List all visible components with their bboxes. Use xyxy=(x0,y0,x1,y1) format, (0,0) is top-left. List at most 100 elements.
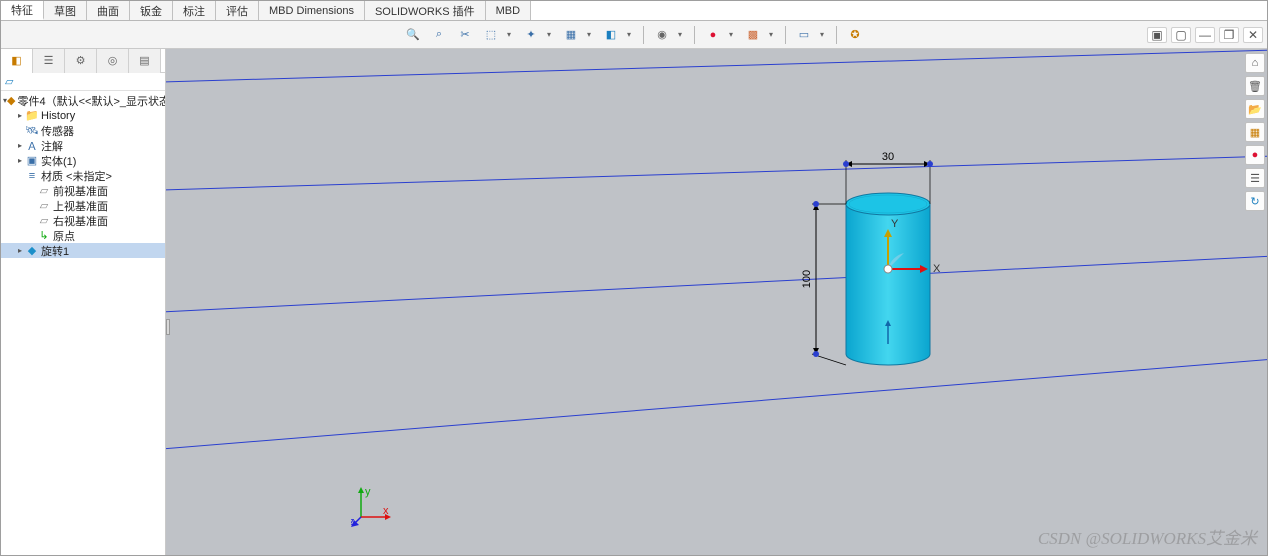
folder-icon: 📁 xyxy=(25,109,39,123)
svg-text:30: 30 xyxy=(882,151,894,163)
eye-icon[interactable]: ◉ xyxy=(652,25,672,45)
maximize-icon[interactable]: ❐ xyxy=(1219,27,1239,43)
appearance-icon[interactable]: ● xyxy=(703,25,723,45)
display-pane-icon[interactable]: ▭ xyxy=(794,25,814,45)
refresh-icon[interactable]: ↻ xyxy=(1245,191,1265,211)
feat-icon: ◆ xyxy=(25,244,39,258)
tree-node-8[interactable]: ↳原点 xyxy=(1,228,165,243)
app-window: 特征草图曲面钣金标注评估MBD DimensionsSOLIDWORKS 插件M… xyxy=(0,0,1268,556)
tree-node-3[interactable]: ▸▣实体(1) xyxy=(1,153,165,168)
maximize-sub-icon[interactable]: ▢ xyxy=(1171,27,1191,43)
tree-root[interactable]: ▾ ◆ 零件4（默认<<默认>_显示状态 1>） xyxy=(1,93,165,108)
tree-node-label: 实体(1) xyxy=(41,153,76,169)
minimize-icon[interactable]: — xyxy=(1195,27,1215,43)
tree-node-label: 旋转1 xyxy=(41,243,69,259)
scene-icon[interactable]: ▩ xyxy=(743,25,763,45)
task-pane-bar: ⌂ 🗑 📂 ▦ ● ☰ ↻ xyxy=(1243,49,1267,211)
annot-icon: Ａ xyxy=(25,139,39,153)
ribbon-tab-7[interactable]: SOLIDWORKS 插件 xyxy=(365,1,486,20)
plane-icon: ▱ xyxy=(37,214,51,228)
ribbon-tabbar: 特征草图曲面钣金标注评估MBD DimensionsSOLIDWORKS 插件M… xyxy=(1,1,1267,21)
appearance-icon-dropdown[interactable]: ▾ xyxy=(729,30,737,39)
list-icon[interactable]: ☰ xyxy=(1245,168,1265,188)
tree-node-9[interactable]: ▸◆旋转1 xyxy=(1,243,165,258)
svg-text:100: 100 xyxy=(801,270,813,288)
solid-icon: ▣ xyxy=(25,154,39,168)
display-style-icon[interactable]: ✦ xyxy=(521,25,541,45)
feature-manager-tabs: ◧☰⚙◎▤ xyxy=(1,49,165,73)
tree-node-label: 右视基准面 xyxy=(53,213,108,229)
display-style-icon-dropdown[interactable]: ▾ xyxy=(547,30,555,39)
render-tools-icon[interactable]: ✪ xyxy=(845,25,865,45)
view-orient-icon-dropdown[interactable]: ▾ xyxy=(507,30,515,39)
ribbon-tab-8[interactable]: MBD xyxy=(486,1,531,20)
svg-text:y: y xyxy=(365,487,371,498)
main-body: ◧☰⚙◎▤ ▱ ▾ ◆ 零件4（默认<<默认>_显示状态 1>） ▸📁Histo… xyxy=(1,49,1267,555)
ribbon-tab-1[interactable]: 草图 xyxy=(44,1,87,20)
section-icon[interactable]: ✂ xyxy=(455,25,475,45)
tree-node-5[interactable]: ▱前视基准面 xyxy=(1,183,165,198)
watermark: CSDN @SOLIDWORKS艾金米 xyxy=(1038,524,1257,549)
zoom-fit-icon[interactable]: 🔍 xyxy=(403,25,423,45)
tree-node-2[interactable]: ▸Ａ注解 xyxy=(1,138,165,153)
tree-node-label: 注解 xyxy=(41,138,63,154)
expander-icon[interactable]: ▸ xyxy=(15,156,25,165)
display-pane-icon-dropdown[interactable]: ▾ xyxy=(820,30,828,39)
viewport-svg: 30 100 X Y xyxy=(166,49,1267,555)
scene-icon-dropdown[interactable]: ▾ xyxy=(769,30,777,39)
svg-text:Y: Y xyxy=(891,218,899,230)
feature-mgr-icon[interactable]: ◧ xyxy=(1,49,33,73)
view-toolbar: 🔍 ⌕ ✂ ⬚ ▾ ✦ ▾ ▦ ▾ ◧ ▾ ◉ ▾ ● ▾ ▩ ▾ ▭ ▾ ✪ ▣▢—❐✕ xyxy=(1,21,1267,49)
ribbon-tab-2[interactable]: 曲面 xyxy=(87,1,130,20)
view-triad: y x z xyxy=(351,487,391,530)
home-icon[interactable]: ⌂ xyxy=(1245,53,1265,73)
tree-node-7[interactable]: ▱右视基准面 xyxy=(1,213,165,228)
tree-node-6[interactable]: ▱上视基准面 xyxy=(1,198,165,213)
close-icon[interactable]: ✕ xyxy=(1243,27,1263,43)
view-toolbar-center: 🔍 ⌕ ✂ ⬚ ▾ ✦ ▾ ▦ ▾ ◧ ▾ ◉ ▾ ● ▾ ▩ ▾ ▭ ▾ ✪ xyxy=(403,25,865,45)
zoom-area-icon[interactable]: ⌕ xyxy=(429,25,449,45)
restore-down-icon[interactable]: ▣ xyxy=(1147,27,1167,43)
config-mgr-icon[interactable]: ⚙ xyxy=(65,49,97,73)
ribbon-tab-4[interactable]: 标注 xyxy=(173,1,216,20)
tree-node-label: 材质 <未指定> xyxy=(41,168,112,184)
hide-show-icon-dropdown[interactable]: ▾ xyxy=(587,30,595,39)
svg-text:X: X xyxy=(933,263,941,275)
origin-icon: ↳ xyxy=(37,229,51,243)
ribbon-tab-0[interactable]: 特征 xyxy=(1,1,44,20)
open-icon[interactable]: 📂 xyxy=(1245,99,1265,119)
svg-text:z: z xyxy=(351,516,355,527)
display-mgr-icon[interactable]: ▤ xyxy=(129,49,161,73)
dimx-mgr-icon[interactable]: ◎ xyxy=(97,49,129,73)
feature-manager-pane: ◧☰⚙◎▤ ▱ ▾ ◆ 零件4（默认<<默认>_显示状态 1>） ▸📁Histo… xyxy=(1,49,166,555)
eye-icon-dropdown[interactable]: ▾ xyxy=(678,30,686,39)
ribbon-tab-6[interactable]: MBD Dimensions xyxy=(259,1,365,20)
trash-icon[interactable]: 🗑 xyxy=(1245,76,1265,96)
expander-icon[interactable]: ▸ xyxy=(15,246,25,255)
tree-node-label: 前视基准面 xyxy=(53,183,108,199)
property-mgr-icon[interactable]: ☰ xyxy=(33,49,65,73)
tree-node-1[interactable]: 🛰传感器 xyxy=(1,123,165,138)
expander-icon[interactable]: ▸ xyxy=(15,111,25,120)
ribbon-tab-3[interactable]: 钣金 xyxy=(130,1,173,20)
part-icon: ◆ xyxy=(7,94,15,108)
tree-node-4[interactable]: ≡材质 <未指定> xyxy=(1,168,165,183)
plane-icon: ▱ xyxy=(37,184,51,198)
tree-root-label: 零件4（默认<<默认>_显示状态 1>） xyxy=(17,93,165,109)
appearance2-icon[interactable]: ● xyxy=(1245,145,1265,165)
render-icon-dropdown[interactable]: ▾ xyxy=(627,30,635,39)
tree-node-label: 原点 xyxy=(53,228,75,244)
ribbon-tab-5[interactable]: 评估 xyxy=(216,1,259,20)
render-icon[interactable]: ◧ xyxy=(601,25,621,45)
expander-icon[interactable]: ▸ xyxy=(15,141,25,150)
svg-text:x: x xyxy=(383,505,389,517)
tree-node-label: History xyxy=(41,110,75,122)
tree-node-label: 传感器 xyxy=(41,123,74,139)
hide-show-icon[interactable]: ▦ xyxy=(561,25,581,45)
tree-node-label: 上视基准面 xyxy=(53,198,108,214)
graphics-viewport[interactable]: 30100 XY ⌂🗑📂▦●☰↻ y x z CSDN @SOLIDWORKS艾 xyxy=(166,49,1267,555)
view-orient-icon[interactable]: ⬚ xyxy=(481,25,501,45)
tree-node-0[interactable]: ▸📁History xyxy=(1,108,165,123)
filter-bar[interactable]: ▱ xyxy=(1,73,165,91)
grid-icon[interactable]: ▦ xyxy=(1245,122,1265,142)
